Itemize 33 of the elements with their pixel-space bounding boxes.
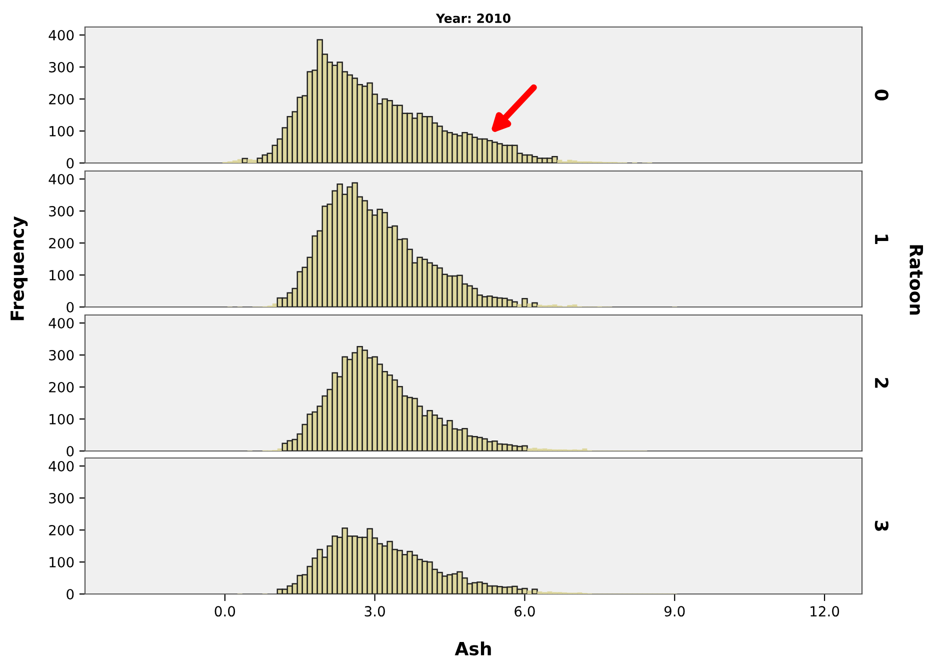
y-tick-label: 200	[49, 382, 74, 392]
y-tick-label: 400	[48, 460, 74, 472]
y-tick-label: 400	[48, 318, 74, 328]
x-tick-label: 0.0	[214, 606, 236, 617]
y-tick-label: 400	[48, 174, 74, 184]
y-tick-label: 100	[50, 126, 74, 136]
y-tick-label: 300	[49, 492, 74, 504]
x-tick-label: 3.0	[364, 606, 385, 617]
y-tick-label: 400	[48, 30, 74, 40]
y-tick-label: 200	[49, 524, 74, 536]
y-tick-label: 100	[50, 414, 74, 424]
chart-title: Year: 2010	[436, 14, 510, 24]
y-tick-label: 300	[49, 350, 74, 360]
y-tick-label: 0	[66, 302, 74, 312]
y-tick-label: 200	[49, 94, 74, 104]
y-tick-label: 300	[49, 206, 74, 216]
y-tick-label: 300	[49, 62, 74, 72]
y2-axis-title: 0	[874, 90, 888, 100]
y-tick-label: 200	[49, 238, 74, 248]
y-tick-label: 100	[50, 270, 74, 280]
x-tick-label: 9.0	[664, 606, 685, 617]
x-axis-title: Ash	[454, 641, 491, 656]
y-tick-label: 0	[66, 588, 74, 600]
text: Ratoon	[910, 245, 924, 315]
y2-axis-title: 1	[875, 234, 888, 244]
y2-axis-title: 2	[875, 378, 888, 388]
x-tick-label: 12.0	[810, 606, 840, 617]
x-tick-label: 6.0	[514, 606, 535, 617]
y-axis-title: Frequency	[10, 216, 28, 320]
y-tick-label: 0	[66, 158, 74, 168]
y-tick-label: 0	[66, 446, 74, 456]
y-tick-label: 100	[50, 556, 74, 568]
y2-axis-title: 3	[874, 520, 888, 531]
